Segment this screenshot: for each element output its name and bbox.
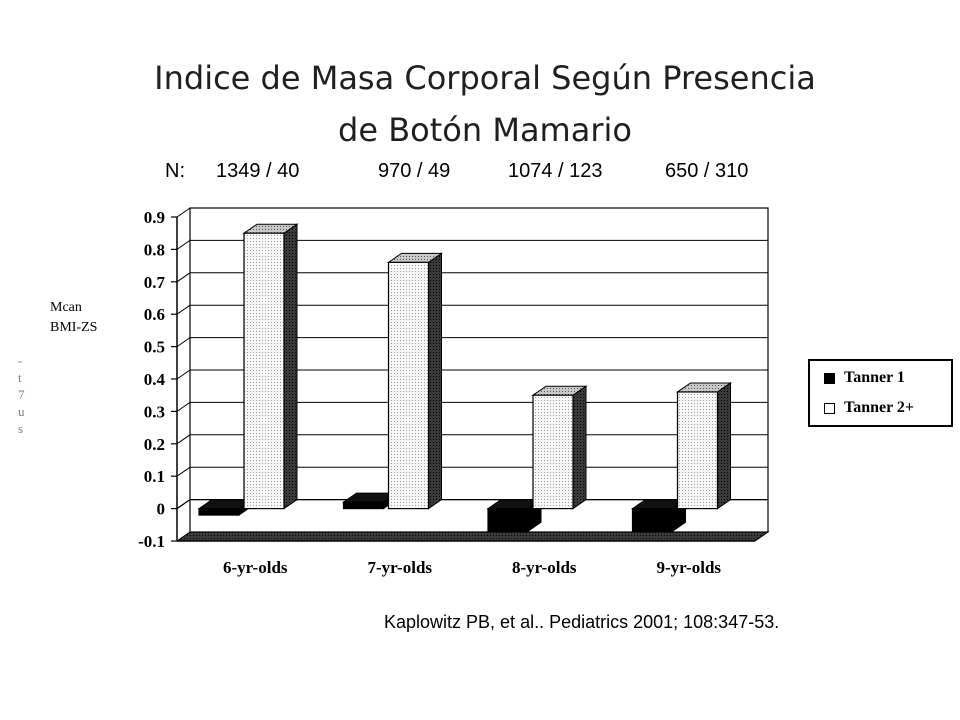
chart-legend: Tanner 1 Tanner 2+ — [808, 359, 953, 427]
y-axis-label: Mcan BMI-ZS — [50, 298, 97, 338]
y-axis-label-line-2: BMI-ZS — [50, 320, 98, 335]
gridline — [176, 272, 768, 283]
legend-label-tanner-1: Tanner 1 — [844, 369, 905, 386]
cutoff-fragment: t — [18, 370, 22, 385]
bar-tanner-1 — [198, 508, 240, 516]
bar-tanner-1 — [487, 508, 529, 532]
bar-side-tanner-2 — [572, 385, 587, 510]
bar-tanner-2 — [676, 391, 719, 510]
title-line-1: Indice de Masa Corporal Según Presencia — [154, 59, 816, 97]
y-tick-label: 0.4 — [144, 370, 166, 389]
legend-swatch-tanner-1 — [824, 372, 835, 384]
legend-swatch-tanner-2 — [824, 402, 835, 414]
legend-label-tanner-2: Tanner 2+ — [844, 399, 915, 416]
cutoff-fragment: 7 — [18, 387, 25, 402]
bar-tanner-2 — [387, 261, 430, 510]
x-tick-label: 7-yr-olds — [367, 558, 432, 577]
bar-side-tanner-2 — [717, 382, 731, 510]
plot-floor — [175, 531, 770, 542]
y-tick-label: 0.7 — [144, 273, 166, 292]
gridline — [176, 337, 768, 348]
y-tick-label: -0.1 — [138, 532, 165, 551]
x-tick-label: 9-yr-olds — [656, 558, 721, 577]
n-label: N: — [165, 160, 185, 182]
bar-tanner-2 — [243, 232, 285, 510]
legend-item-tanner-2: Tanner 2+ — [824, 399, 914, 417]
bar-side-tanner-2 — [283, 223, 298, 510]
cutoff-fragment: - — [18, 353, 23, 368]
n-value-7yr: 970 / 49 — [378, 160, 451, 182]
y-axis-label-line-1: Mcan — [50, 300, 82, 315]
slide-title: Indice de Masa Corporal Según Presencia … — [0, 52, 960, 156]
title-line-2: de Botón Mamario — [338, 111, 632, 149]
x-tick-label: 6-yr-olds — [223, 558, 288, 577]
n-value-9yr: 650 / 310 — [665, 160, 749, 182]
cutoff-fragment: s — [18, 421, 24, 436]
y-tick-label: 0.3 — [144, 402, 165, 421]
n-value-6yr: 1349 / 40 — [216, 160, 300, 182]
bar-tanner-1 — [342, 501, 385, 510]
y-tick-label: 0.1 — [144, 467, 165, 486]
x-tick-label: 8-yr-olds — [512, 558, 577, 577]
y-tick-label: 0.5 — [144, 338, 165, 357]
y-tick-label: 0.8 — [144, 240, 165, 259]
y-tick-label: 0.6 — [144, 305, 165, 324]
plot-depth-edge — [176, 207, 191, 218]
bar-tanner-1 — [631, 508, 674, 532]
citation: Kaplowitz PB, et al.. Pediatrics 2001; 1… — [384, 612, 780, 632]
gridline — [176, 369, 768, 380]
n-value-8yr: 1074 / 123 — [508, 160, 603, 182]
cutoff-fragment: u — [18, 404, 25, 419]
y-tick-label: 0.9 — [144, 208, 165, 227]
bar-side-tanner-2 — [428, 252, 442, 510]
y-tick-label: 0.2 — [144, 435, 165, 454]
cutoff-text-fragments: - t 7 u s — [18, 352, 25, 437]
gridline — [176, 239, 768, 250]
gridline — [176, 304, 768, 315]
plot-background — [177, 208, 768, 541]
chart-plot-layer: 0.9 0.8 0.7 0.6 0.5 0.4 0.3 0.2 0.1 0 -0.1 6-yr-old… — [138, 207, 770, 577]
y-tick-label: 0 — [157, 500, 166, 519]
bar-tanner-2 — [532, 394, 574, 510]
legend-item-tanner-1: Tanner 1 — [824, 369, 905, 387]
